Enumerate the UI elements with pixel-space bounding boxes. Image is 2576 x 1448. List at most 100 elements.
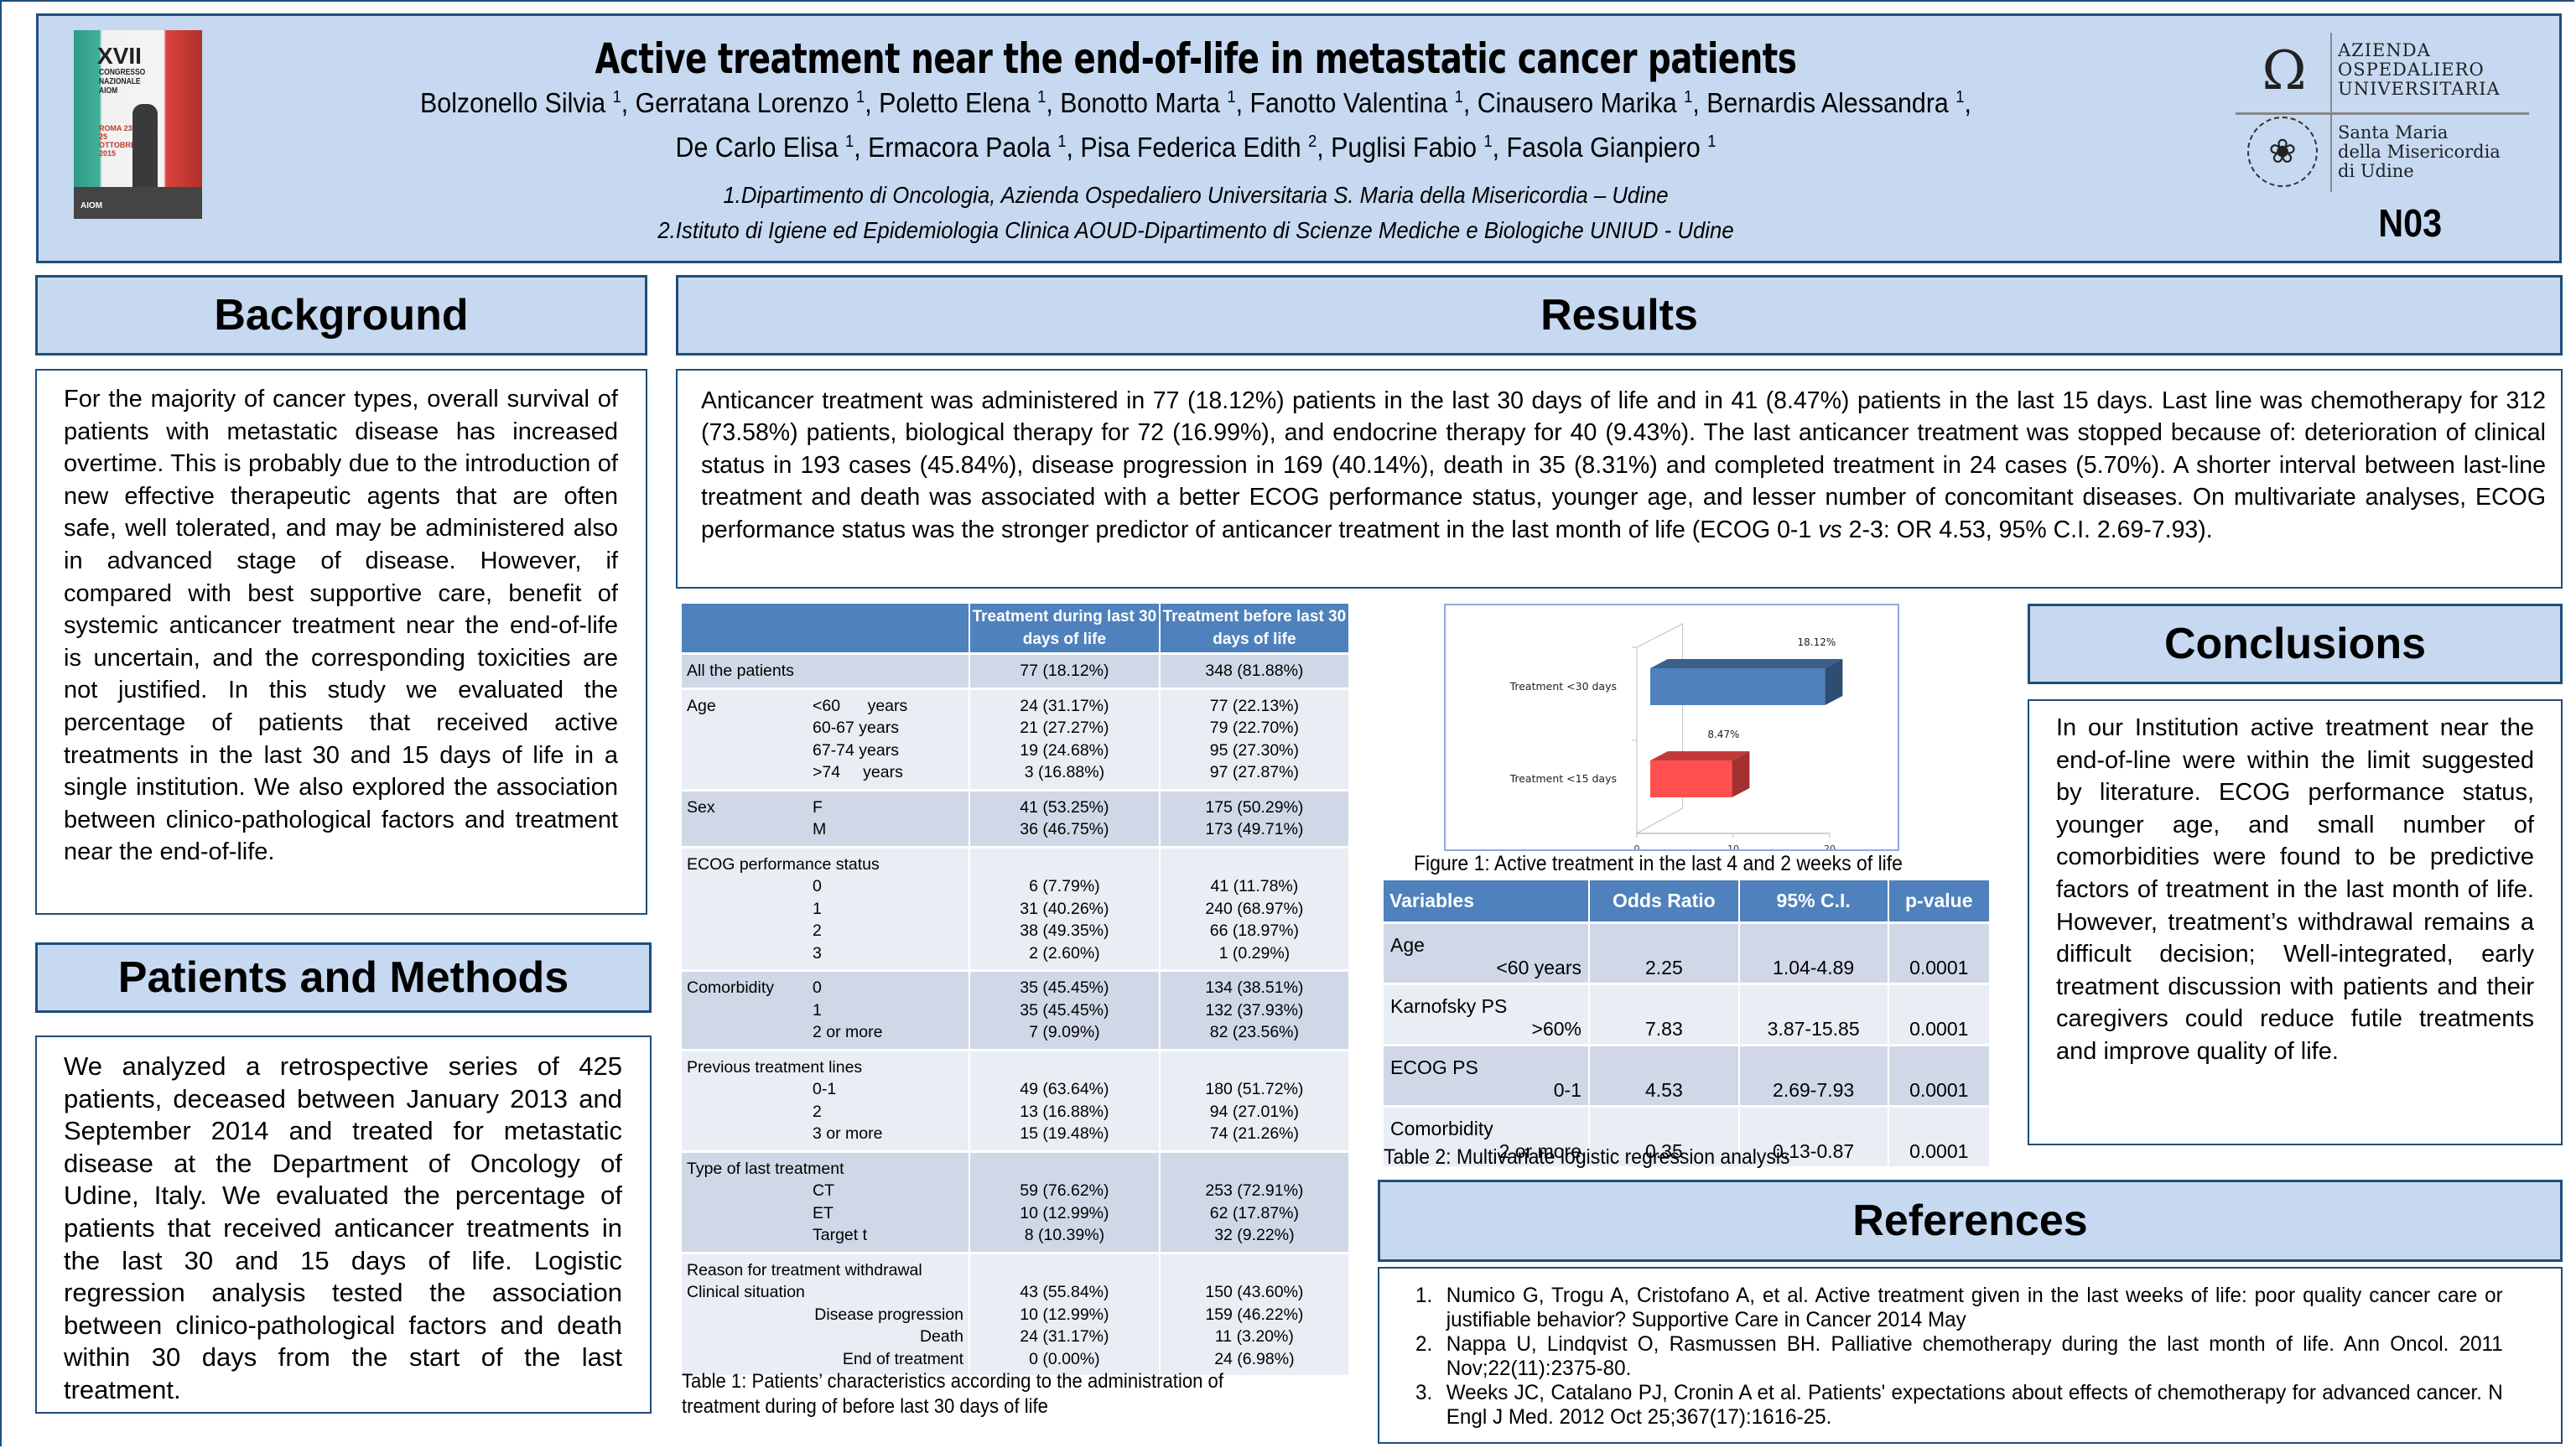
table1-group-label: ECOG performance status [687, 854, 880, 874]
table1-subgroup-label: 3 [813, 943, 822, 963]
table1-variable-cell: ECOG performance status 0 1 2 3 [682, 845, 970, 971]
table1-before-cell: 77 (22.13%) 79 (22.70%) 95 (27.30%) 97 (27.… [1159, 687, 1348, 790]
table2-row: Age <60 years 2.25 1.04-4.89 0.0001 [1384, 921, 1989, 984]
table1-value: 10 (12.99%) [1020, 1203, 1109, 1222]
table1-value: 159 (46.22%) [1205, 1305, 1304, 1324]
author-name: De Carlo Elisa [675, 132, 846, 163]
table1-group-label: Reason for treatment withdrawal [687, 1260, 922, 1279]
chart-bar [1650, 760, 1732, 797]
table2-header-row: Variables Odds Ratio 95% C.I. p-value [1384, 880, 1989, 923]
table1-value: 3 (16.88%) [1024, 763, 1105, 781]
affiliation-2: 2.Istituto di Igiene ed Epidemiologia Cl… [657, 217, 1734, 243]
table1-value: 31 (40.26%) [1020, 899, 1109, 918]
table2-variable-name: Karnofsky PS [1390, 995, 1508, 1017]
chart-data-label: 8.47% [1707, 729, 1739, 740]
chart-svg: 0 10 20 18.12% Treatment <30 days 8.47% Treatm… [1509, 623, 1843, 854]
table1-subgroup-label: F [813, 797, 823, 817]
table2-odds-ratio: 2.25 [1589, 921, 1740, 984]
table1-caption: Table 1: Patients’ characteristics accor… [682, 1370, 1223, 1418]
table1-during-cell: 35 (45.45%) 35 (45.45%) 7 (9.09%) [969, 969, 1161, 1050]
table1-subgroup-label: 0 [813, 877, 822, 895]
table1-value: 95 (27.30%) [1209, 740, 1299, 760]
table1-subgroup-label: 0-1 [813, 1080, 837, 1098]
table1-value: 2 (2.60%) [1029, 943, 1100, 963]
table2-variable-name: Age [1390, 934, 1425, 956]
table1-group-label [687, 761, 813, 784]
table2-odds-ratio: 0.35 [1589, 1105, 1740, 1166]
table1-value: 8 (10.39%) [1024, 1226, 1105, 1244]
table1-row-group: Comorbidity 0 1 2 or more 35 (45.45%) 35 (45.… [682, 969, 1348, 1050]
table1-label-line: 60-67 years [687, 717, 963, 740]
table1-variable-cell: Reason for treatment withdrawal Clinical … [682, 1251, 970, 1375]
table1-value: 38 (49.35%) [1020, 921, 1109, 940]
author-name: Bonotto Marta [1060, 87, 1228, 118]
table1-row-group: Age <60 years 60-67 years 67-74 years >74 ye… [682, 687, 1348, 790]
table1-value: 0 (0.00%) [1029, 1349, 1100, 1368]
table1-value: 94 (27.01%) [1209, 1102, 1299, 1121]
table1-value: 180 (51.72%) [1205, 1080, 1304, 1098]
table2-p-value: 0.0001 [1888, 983, 1989, 1046]
logo-divider-horizontal [2236, 112, 2529, 115]
reference-item: Nappa U, Lindqvist O, Rasmussen BH. Pall… [1438, 1332, 2503, 1381]
figure1-bar-chart: 0 10 20 18.12% Treatment <30 days 8.47% Treatm… [1444, 604, 1899, 854]
table2-p-value: 0.0001 [1888, 921, 1989, 984]
table2-p-value: 0.0001 [1888, 1044, 1989, 1107]
table1-value: 77 (22.13%) [1209, 696, 1299, 715]
table1-subgroup-label: 67-74 years [813, 740, 899, 760]
table1-group-label [687, 1021, 813, 1044]
author-affiliation-mark: 1 [1483, 132, 1493, 151]
table1-during-cell: 43 (55.84%) 10 (12.99%) 24 (31.17%) 0 (0.00… [969, 1251, 1161, 1375]
author-affiliation-mark: 2 [1308, 132, 1317, 151]
table1-value: 150 (43.60%) [1205, 1283, 1304, 1301]
table2-odds-ratio: 7.83 [1589, 983, 1740, 1046]
chart-x-tick-label: 0 [1634, 843, 1640, 849]
table1-spacer [1166, 1158, 1343, 1181]
table1-header-during: Treatment during last 30 days of life [969, 604, 1161, 654]
author-affiliation-mark: 1 [1037, 88, 1046, 106]
table2-header-odds-ratio: Odds Ratio [1589, 880, 1740, 923]
table1-value: 32 (9.22%) [1214, 1226, 1295, 1244]
congress-dates: ROMA 23-25 OTTOBRE 2015 [99, 124, 136, 158]
author-name: Bernardis Alessandra [1706, 87, 1956, 118]
references-box: Numico G, Trogu A, Cristofano A, et al. … [1378, 1267, 2563, 1444]
table1-value: 41 (53.25%) [1020, 797, 1109, 817]
table1-variable-cell: Comorbidity 0 1 2 or more [682, 969, 970, 1050]
table1-group-label [687, 717, 813, 740]
table1-value: 35 (45.45%) [1020, 1000, 1109, 1020]
author-affiliation-mark: 1 [1057, 132, 1067, 151]
poster-header: XVII CONGRESSO NAZIONALE AIOM ROMA 23-25… [36, 13, 2562, 263]
table1-value: 97 (27.87%) [1209, 763, 1299, 781]
table1-during-cell: 41 (53.25%) 36 (46.75%) [969, 788, 1161, 847]
table1-value: 253 (72.91%) [1205, 1181, 1304, 1200]
table1-subgroup-label: End of treatment [842, 1349, 963, 1368]
table1-label-line: Comorbidity 0 [687, 977, 963, 999]
table2-header-variables: Variables [1384, 880, 1590, 923]
table2-ci: 3.87-15.85 [1738, 983, 1889, 1046]
table2-variable-cell: Karnofsky PS >60% [1384, 983, 1590, 1046]
table1-during-cell: 49 (63.64%) 13 (16.88%) 15 (19.48%) [969, 1048, 1161, 1151]
table1-label-line: 67-74 years [687, 740, 963, 762]
table1-subgroup-label: 2 [813, 921, 822, 940]
table1-subgroup-label: M [813, 820, 827, 838]
table1-group-label: All the patients [687, 662, 794, 680]
table1-label-line: Age <60 years [687, 695, 963, 718]
table1-before-cell: 134 (38.51%) 132 (37.93%) 82 (23.56%) [1159, 969, 1348, 1050]
table1-value: 24 (31.17%) [1020, 1327, 1109, 1346]
table1-before-cell: 180 (51.72%) 94 (27.01%) 74 (21.26%) [1159, 1048, 1348, 1151]
table1-subgroup-label: 2 [813, 1102, 822, 1121]
table1-label-line: >74 years [687, 761, 963, 784]
table1-value: 21 (27.27%) [1020, 719, 1109, 737]
table1-value: 77 (18.12%) [1020, 662, 1109, 680]
table1-variable-cell: Sex F M [682, 788, 970, 847]
table1-value: 41 (11.78%) [1210, 877, 1299, 895]
table1-subgroup-label: 60-67 years [813, 719, 899, 737]
results-heading: Results [676, 275, 2563, 356]
table1-subgroup-label: Disease progression [814, 1305, 963, 1324]
table1-row-group: Previous treatment lines 0-1 2 3 or more 49… [682, 1048, 1348, 1151]
author-name: Ermacora Paola [868, 132, 1058, 163]
table1-label-line: M [687, 818, 963, 841]
table1-value: 43 (55.84%) [1020, 1283, 1109, 1301]
table1-row-group: Sex F M 41 (53.25%) 36 (46.75%) 175 (50.29%) 1… [682, 788, 1348, 847]
table2-ci: 1.04-4.89 [1738, 921, 1889, 984]
